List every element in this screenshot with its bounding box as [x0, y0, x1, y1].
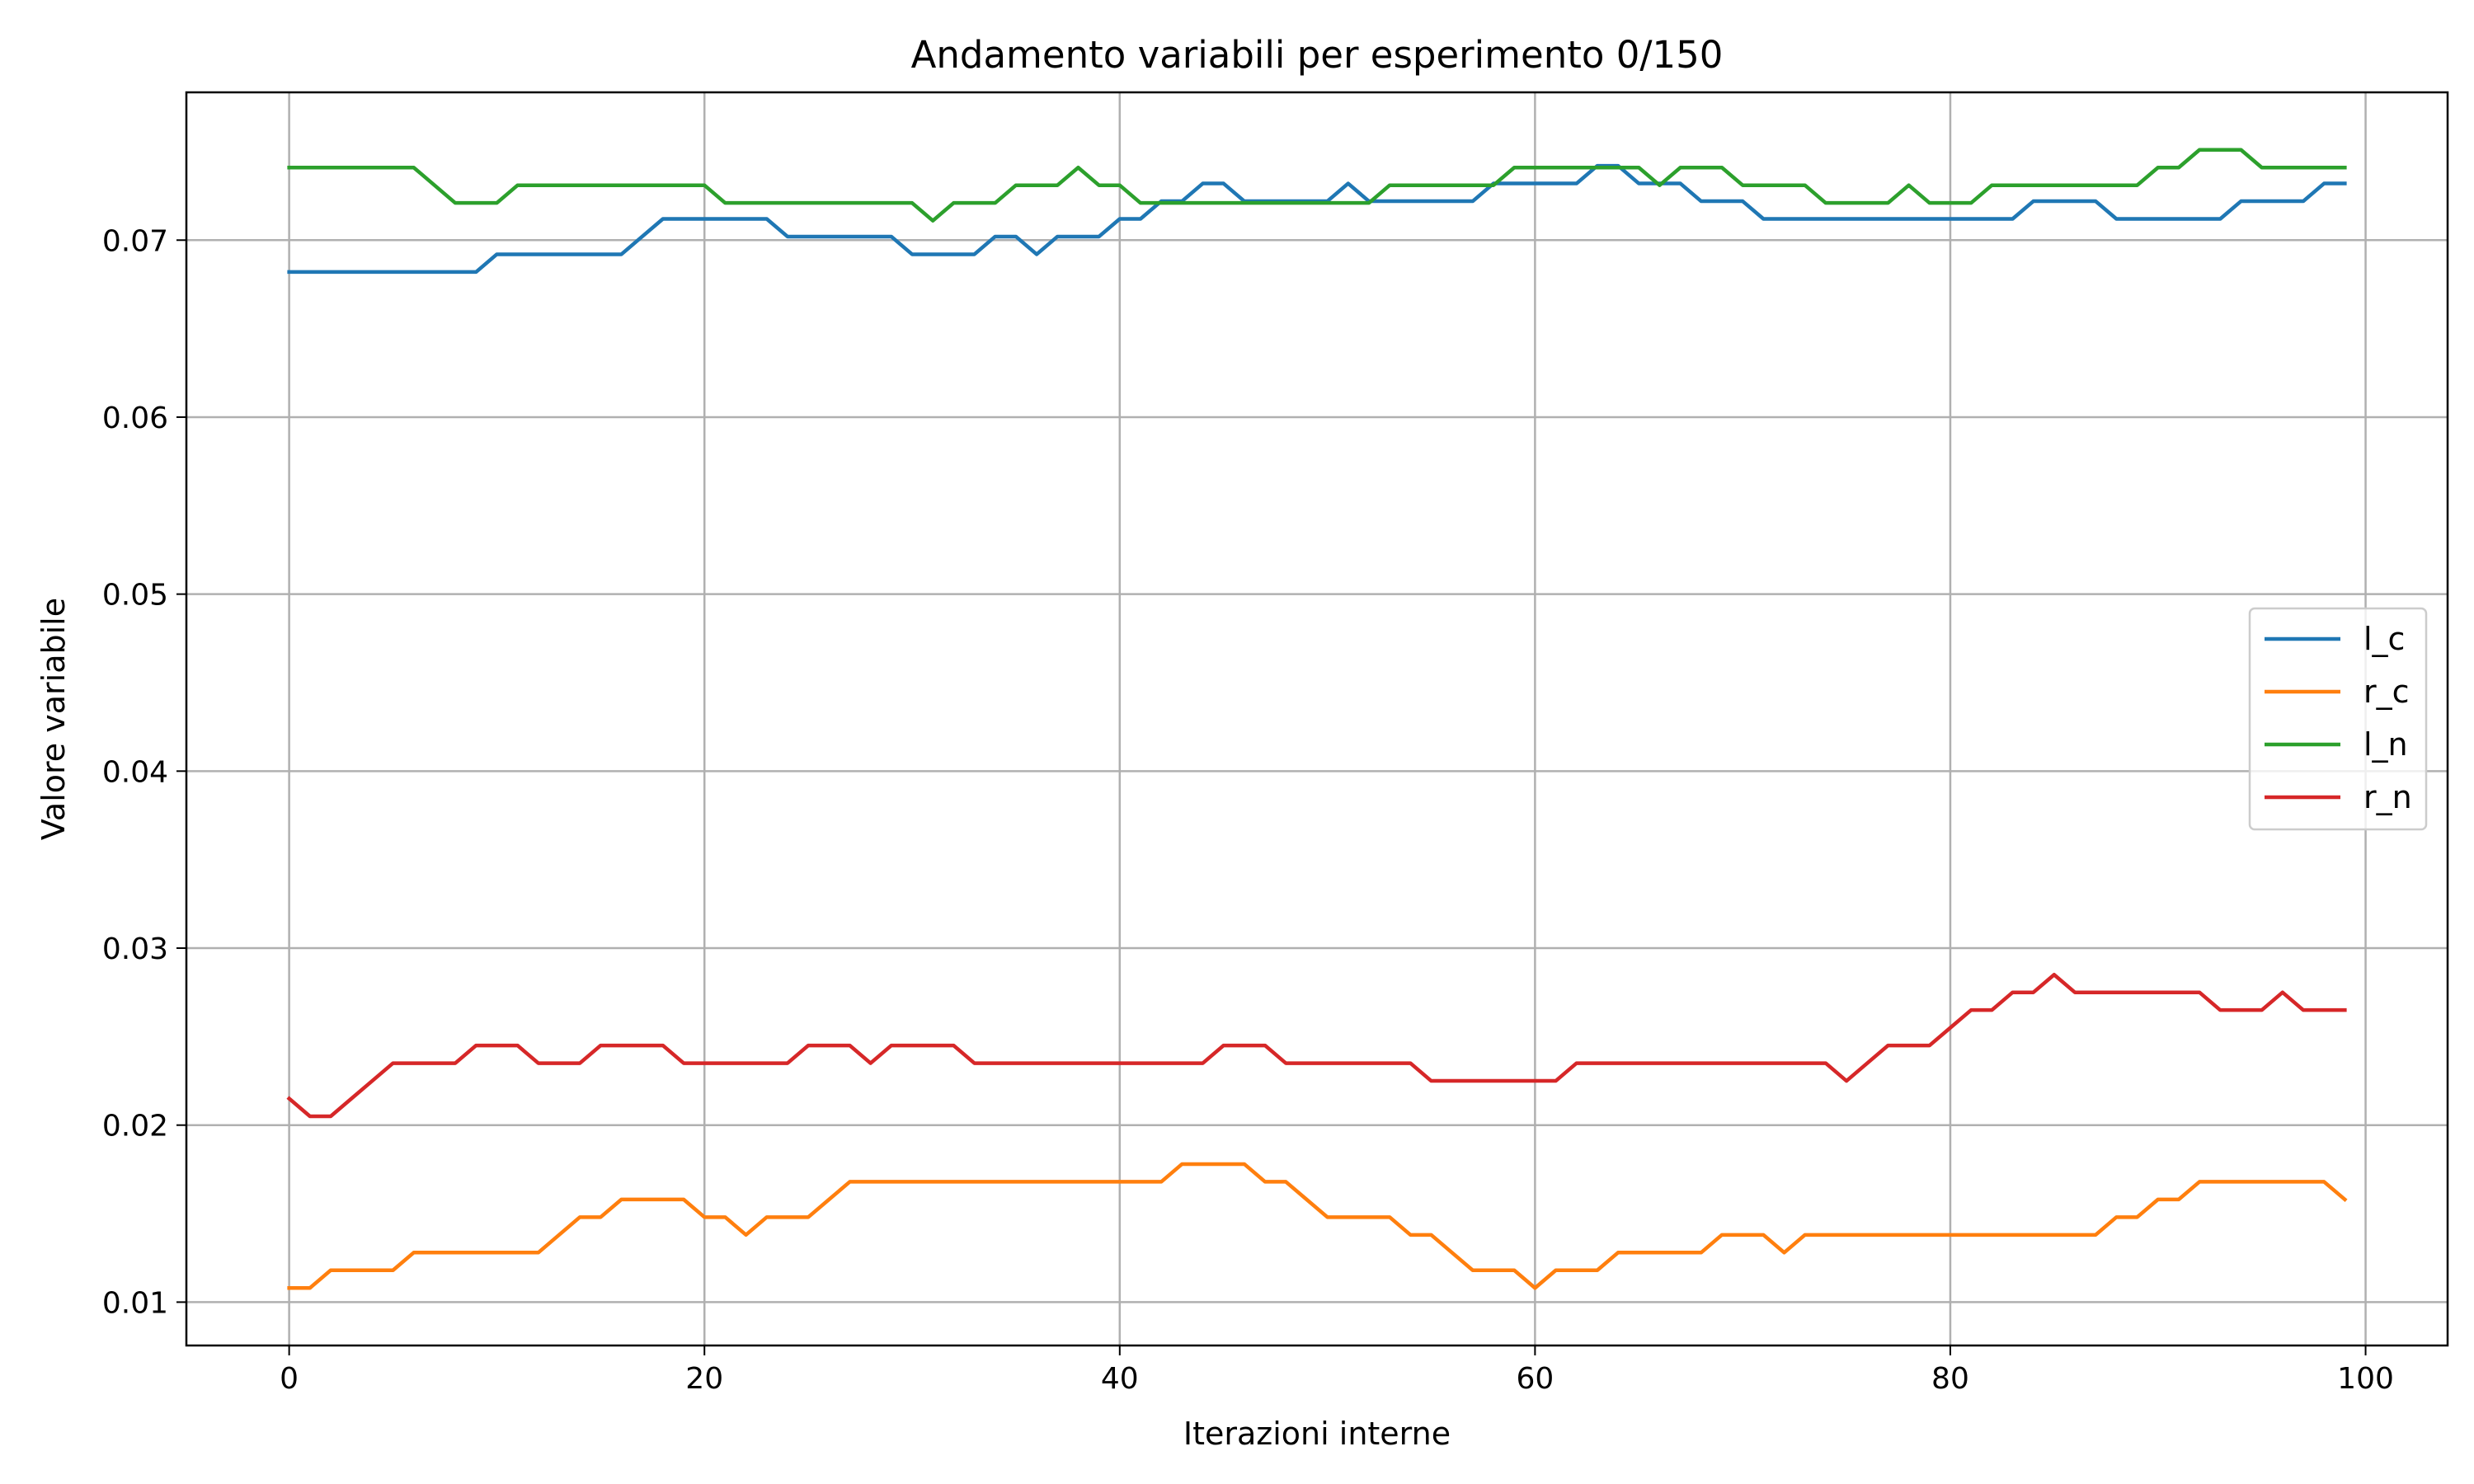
y-tick-label: 0.06 [102, 402, 168, 435]
series-line-l-n [287, 148, 2347, 223]
y-tick-label: 0.07 [102, 224, 168, 258]
plot-frame [185, 91, 2449, 1347]
axis-ticks: 0 20 40 60 80 100 0.01 0.02 0.03 0.04 0.05 0.06 0.07 [102, 224, 2394, 1396]
y-tick-label: 0.02 [102, 1110, 168, 1144]
x-tick-label: 40 [1101, 1362, 1139, 1396]
series-line-r-c [287, 1162, 2348, 1290]
x-axis-label: Iterazioni interne [1183, 1416, 1451, 1452]
legend-label: r_n [2363, 779, 2412, 815]
x-tick-label: 80 [1931, 1362, 1969, 1396]
y-tick-label: 0.03 [102, 932, 168, 966]
x-tick-label: 100 [2337, 1362, 2394, 1396]
series-line-r-n [286, 972, 2347, 1119]
x-tick-label: 60 [1516, 1362, 1554, 1396]
chart-title: Andamento variabili per esperimento 0/15… [911, 33, 1724, 77]
y-axis-label: Valore variabile [35, 598, 72, 840]
legend-label: r_c [2363, 674, 2410, 710]
x-tick-label: 0 [280, 1362, 299, 1396]
legend-box [2248, 607, 2428, 831]
y-tick-label: 0.04 [102, 755, 168, 789]
x-tick-label: 20 [685, 1362, 723, 1396]
series-lines [286, 148, 2348, 1290]
legend: l_c r_c l_n r_n [2248, 607, 2428, 831]
legend-label: l_c [2363, 621, 2405, 657]
legend-label: l_n [2363, 726, 2408, 763]
y-tick-label: 0.05 [102, 579, 168, 613]
y-tick-label: 0.01 [102, 1286, 168, 1320]
